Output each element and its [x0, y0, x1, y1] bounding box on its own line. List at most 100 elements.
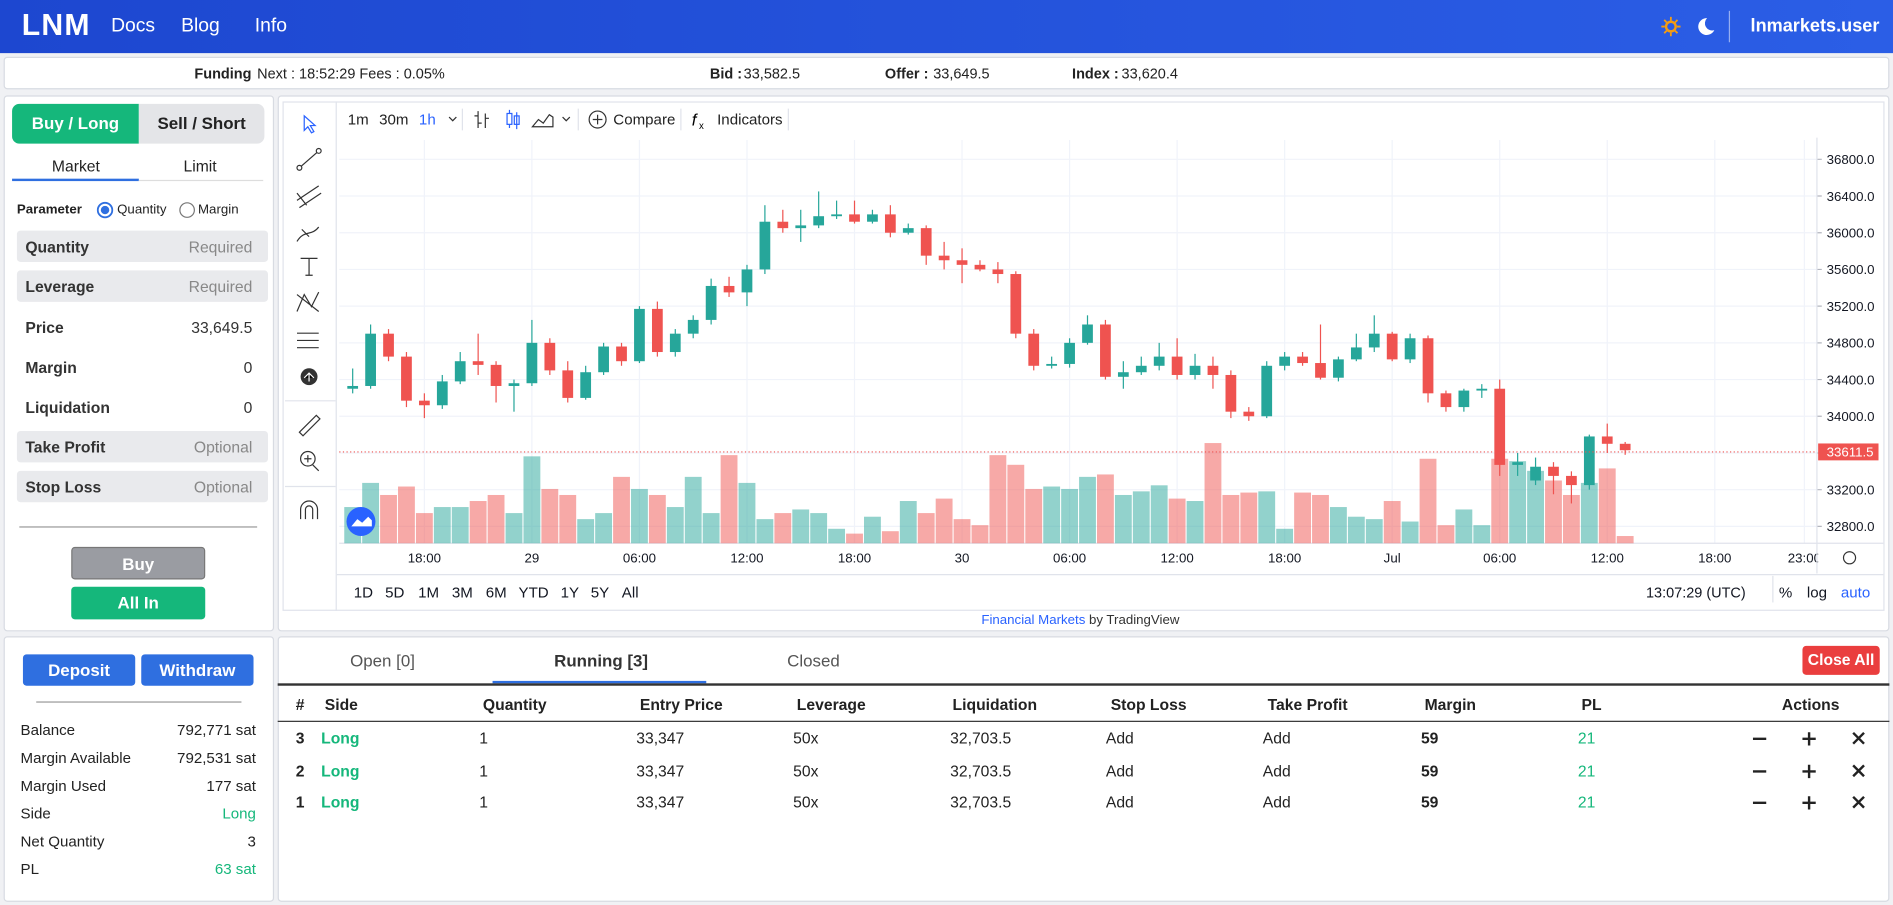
compare-button[interactable]: Compare	[613, 111, 676, 128]
candle-body	[365, 333, 376, 386]
offer: 33,649.5	[933, 65, 990, 83]
volume-bar	[1509, 461, 1527, 544]
candle-body	[508, 383, 520, 386]
order-field[interactable]: Stop Loss Optional	[16, 470, 269, 503]
candle-body	[1530, 466, 1541, 481]
theme-icons[interactable]	[1661, 16, 1717, 38]
row-actions[interactable]	[1751, 730, 1872, 747]
volume-bar	[810, 513, 828, 544]
volume-bar	[1186, 501, 1204, 544]
indicators-button[interactable]: Indicators	[717, 111, 783, 128]
range-button[interactable]: 3M	[452, 585, 473, 602]
radio-label[interactable]: Quantity	[117, 202, 167, 218]
cell[interactable]: Add	[1262, 793, 1291, 812]
candle-body	[1368, 333, 1380, 348]
withdraw-button[interactable]: Withdraw	[141, 654, 254, 686]
logo[interactable]: LNM	[21, 8, 91, 43]
range-button[interactable]: 5Y	[591, 585, 609, 602]
cell: 50x	[793, 729, 819, 748]
nav-link[interactable]: Blog	[181, 15, 220, 37]
interval[interactable]: 1m	[347, 111, 369, 128]
clock: 13:07:29 (UTC)	[1646, 586, 1746, 602]
x-tick-label: 18:00	[1698, 551, 1731, 566]
positions-tab[interactable]: Closed	[787, 650, 840, 671]
volume-bar	[631, 488, 648, 544]
field-value: 0	[243, 398, 253, 417]
order-type-tab[interactable]: Limit	[183, 156, 217, 176]
candle-body	[1566, 475, 1577, 486]
interval[interactable]: 30m	[379, 111, 409, 128]
row-actions[interactable]	[1751, 763, 1872, 780]
close-all-button[interactable]: Close All	[1802, 645, 1880, 675]
candle-body	[580, 372, 592, 398]
tab-underline	[12, 178, 139, 182]
volume-bar	[577, 519, 595, 544]
candle-body	[1028, 333, 1040, 366]
range-button[interactable]: 1D	[354, 585, 373, 602]
price-chart: 32800.033200.033600.034000.034400.034800…	[336, 137, 1884, 627]
table-top-line	[277, 683, 1890, 686]
candle-body	[831, 214, 842, 217]
y-tick-label: 33200.0	[1827, 483, 1875, 498]
cell[interactable]: Add	[1105, 761, 1134, 780]
y-tick-label: 36400.0	[1827, 189, 1875, 204]
cell[interactable]: Add	[1105, 793, 1134, 812]
nav-link[interactable]: Docs	[111, 15, 156, 37]
radio-checked[interactable]	[95, 200, 114, 219]
side-tab[interactable]: Sell / Short	[138, 103, 265, 144]
candle-body	[383, 333, 394, 357]
volume-bar	[1383, 501, 1401, 544]
interval[interactable]: 1h	[418, 111, 436, 128]
volume-bar	[1580, 482, 1598, 544]
cell[interactable]: Add	[1262, 729, 1291, 748]
cell: 33,347	[636, 729, 685, 748]
order-field[interactable]: Leverage Required	[16, 270, 269, 302]
range-button[interactable]: All	[622, 585, 639, 602]
positions-tab[interactable]: Running [3]	[554, 650, 649, 671]
candle-body	[1010, 274, 1022, 334]
row-actions[interactable]	[1751, 794, 1872, 811]
radio-label[interactable]: Margin	[197, 202, 239, 218]
candle-body	[1297, 356, 1308, 364]
candle-body	[992, 269, 1004, 275]
buy-button[interactable]: Buy	[71, 546, 206, 580]
cell: 59	[1420, 761, 1439, 780]
candle-body	[1100, 324, 1111, 377]
range-button[interactable]: 5D	[385, 585, 404, 602]
positions-tab[interactable]: Open [0]	[350, 650, 415, 671]
all-in-button[interactable]: All In	[71, 586, 206, 620]
candle-body	[1243, 411, 1255, 417]
cell[interactable]: Add	[1262, 761, 1291, 780]
positions-panel	[277, 636, 1890, 902]
drawing-tools[interactable]	[284, 104, 336, 527]
radio[interactable]	[177, 200, 196, 219]
range-button[interactable]: 1Y	[561, 585, 579, 602]
column-header: Entry Price	[639, 695, 723, 714]
side-tab[interactable]: Buy / Long	[12, 103, 139, 144]
order-type-tab[interactable]: Market	[51, 156, 100, 176]
candle-body	[1601, 436, 1613, 444]
table-header-line	[277, 720, 1890, 722]
cell: 50x	[793, 761, 819, 780]
deposit-button[interactable]: Deposit	[22, 654, 136, 686]
x-tick-label: Jul	[1384, 551, 1401, 566]
candle-body	[1422, 338, 1434, 394]
order-field[interactable]: Take Profit Optional	[16, 430, 269, 463]
volume-bar	[702, 513, 720, 544]
order-field[interactable]: Quantity Required	[16, 230, 269, 262]
y-tick-label: 36000.0	[1827, 226, 1875, 241]
range-button[interactable]: 6M	[486, 585, 507, 602]
volume-bar	[1473, 525, 1491, 544]
candle-body	[813, 216, 825, 226]
nav-link[interactable]: Info	[254, 15, 287, 37]
bid: 33,582.5	[743, 65, 801, 83]
range-button[interactable]: 1M	[418, 585, 439, 602]
volume-bar	[864, 516, 881, 544]
user-name[interactable]: lnmarkets.user	[1750, 15, 1880, 37]
settings-icon	[1842, 551, 1857, 565]
candle-body	[490, 364, 502, 386]
cell[interactable]: Add	[1105, 729, 1134, 748]
field-label: Stop Loss	[25, 478, 102, 497]
range-button[interactable]: YTD	[519, 585, 549, 602]
